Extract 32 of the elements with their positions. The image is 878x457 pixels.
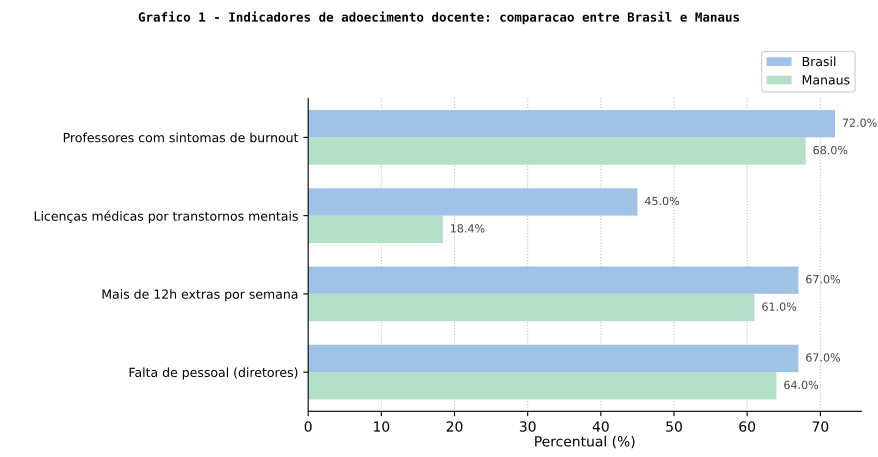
- bar: [308, 110, 835, 138]
- y-tick-label: Falta de pessoal (diretores): [130, 367, 298, 380]
- y-tick-label: Professores com sintomas de burnout: [64, 132, 298, 142]
- data-label: 72.0%: [842, 118, 877, 127]
- data-label: 67.0%: [806, 353, 840, 362]
- x-tick-label: 40: [592, 421, 609, 432]
- data-label: 68.0%: [813, 146, 848, 154]
- data-label: 61.0%: [762, 302, 796, 311]
- x-axis-title: Percentual (%): [535, 436, 634, 448]
- bar: [308, 137, 806, 165]
- data-label: 45.0%: [644, 196, 680, 206]
- y-tick-label: Mais de 12h extras por semana: [102, 289, 298, 302]
- x-tick-label: 30: [520, 421, 536, 432]
- data-label: 64.0%: [784, 380, 818, 390]
- x-tick-label: 0: [304, 421, 312, 432]
- legend-label: Brasil: [802, 56, 836, 66]
- bar: [308, 372, 776, 400]
- x-tick-label: 20: [446, 421, 462, 432]
- bar: [308, 266, 798, 294]
- bar: [308, 294, 754, 322]
- chart-title: Grafico 1 - Indicadores de adoecimento docente: comparacao entre Brasil e Manaus: [138, 11, 740, 24]
- bar: [308, 216, 443, 244]
- x-tick-label: 70: [812, 421, 828, 432]
- y-tick-label: Licenças médicas por transtornos mentais: [34, 210, 298, 224]
- x-tick-label: 10: [374, 421, 390, 432]
- bar: [308, 344, 798, 372]
- x-tick-label: 50: [666, 421, 682, 432]
- data-label: 67.0%: [806, 275, 840, 284]
- data-label: 18.4%: [450, 224, 484, 233]
- x-tick-label: 60: [739, 421, 756, 432]
- bar: [308, 188, 638, 216]
- legend-label: Manaus: [802, 75, 850, 85]
